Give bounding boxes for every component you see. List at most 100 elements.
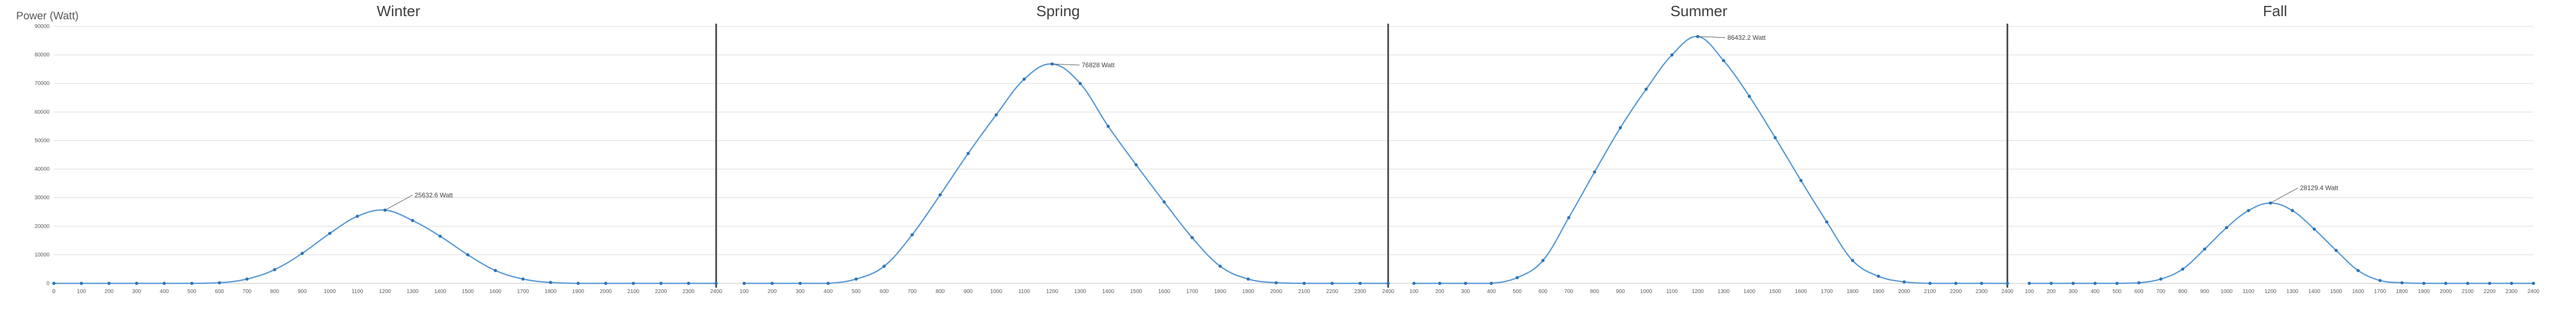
x-tick-label: 1500 xyxy=(462,289,474,295)
data-point xyxy=(1023,77,1026,81)
x-tick-label: 600 xyxy=(880,289,889,295)
data-point xyxy=(438,234,442,238)
data-point xyxy=(771,282,774,285)
x-tick-label: 1400 xyxy=(2308,289,2321,295)
data-point xyxy=(1079,82,1082,85)
data-point xyxy=(411,219,415,223)
x-tick-label: 1200 xyxy=(1046,289,1059,295)
x-tick-label: 1800 xyxy=(544,289,557,295)
data-point xyxy=(1438,282,1441,285)
x-tick-label: 2000 xyxy=(2440,289,2452,295)
data-point xyxy=(2225,226,2229,230)
data-point xyxy=(2049,282,2053,285)
x-tick-label: 1400 xyxy=(434,289,446,295)
data-point xyxy=(2291,209,2294,212)
data-point xyxy=(1275,281,1278,284)
data-point xyxy=(2466,282,2469,285)
series-line xyxy=(744,63,1388,284)
x-tick-label: 1200 xyxy=(1692,289,1704,295)
x-tick-label: 300 xyxy=(2069,289,2078,295)
annotation-leader xyxy=(384,195,413,211)
data-point xyxy=(2159,277,2162,281)
data-point xyxy=(521,277,525,281)
x-tick-label: 400 xyxy=(160,289,169,295)
series-line xyxy=(2029,202,2533,284)
x-tick-label: 900 xyxy=(298,289,307,295)
data-point xyxy=(995,113,998,117)
data-point xyxy=(1747,95,1751,98)
data-point xyxy=(107,282,111,285)
data-point xyxy=(1359,282,1362,285)
x-tick-label: 1000 xyxy=(990,289,1003,295)
data-point xyxy=(273,268,276,272)
data-point xyxy=(245,277,249,281)
data-point xyxy=(939,193,942,197)
x-tick-label: 400 xyxy=(1487,289,1496,295)
y-axis-title: Power (Watt) xyxy=(16,10,79,22)
x-tick-label: 2200 xyxy=(2483,289,2496,295)
x-tick-label: 1900 xyxy=(572,289,585,295)
x-tick-label: 800 xyxy=(2178,289,2187,295)
panel-title: Summer xyxy=(1670,3,1727,19)
x-tick-label: 1000 xyxy=(2221,289,2233,295)
y-tick-label: 20000 xyxy=(34,224,50,230)
x-tick-label: 2100 xyxy=(627,289,640,295)
y-tick-label: 70000 xyxy=(34,81,50,87)
y-tick-label: 50000 xyxy=(34,138,50,144)
data-point xyxy=(632,282,635,285)
x-tick-label: 500 xyxy=(852,289,861,295)
data-point xyxy=(604,282,607,285)
x-tick-label: 1800 xyxy=(2396,289,2409,295)
y-tick-label: 10000 xyxy=(34,252,50,258)
data-point xyxy=(1331,282,1334,285)
panel-title: Winter xyxy=(377,3,421,19)
y-tick-label: 60000 xyxy=(34,109,50,115)
x-tick-label: 1300 xyxy=(407,289,419,295)
x-tick-label: 1300 xyxy=(2286,289,2299,295)
x-tick-label: 1700 xyxy=(2374,289,2386,295)
x-tick-label: 200 xyxy=(1435,289,1444,295)
x-tick-label: 1700 xyxy=(1821,289,1833,295)
series-line xyxy=(1413,35,2007,284)
x-tick-label: 2100 xyxy=(1924,289,1936,295)
data-point xyxy=(1593,170,1597,174)
x-tick-label: 1800 xyxy=(1214,289,1227,295)
x-tick-label: 0 xyxy=(52,289,55,295)
data-point xyxy=(1773,136,1777,140)
y-tick-label: 80000 xyxy=(34,52,50,58)
data-point xyxy=(2334,248,2338,252)
data-point xyxy=(1247,277,1250,281)
data-point xyxy=(2181,267,2185,271)
data-point xyxy=(743,282,746,285)
x-tick-label: 2000 xyxy=(600,289,612,295)
data-point xyxy=(2400,281,2404,284)
data-point xyxy=(967,152,970,155)
data-point xyxy=(1489,282,1493,285)
x-tick-label: 1100 xyxy=(2243,289,2255,295)
x-tick-label: 1400 xyxy=(1102,289,1115,295)
data-point xyxy=(328,232,332,236)
x-tick-label: 700 xyxy=(1564,289,1573,295)
data-point xyxy=(300,252,304,255)
data-point xyxy=(715,282,718,285)
y-tick-label: 0 xyxy=(46,281,50,287)
data-point xyxy=(1464,282,1467,285)
x-tick-label: 1900 xyxy=(1872,289,1885,295)
x-tick-label: 2000 xyxy=(1898,289,1910,295)
x-tick-label: 1200 xyxy=(379,289,391,295)
x-tick-label: 500 xyxy=(2112,289,2122,295)
data-point xyxy=(1877,274,1880,278)
data-point xyxy=(2444,282,2448,285)
x-tick-label: 2400 xyxy=(710,289,723,295)
x-tick-label: 600 xyxy=(2134,289,2144,295)
data-point xyxy=(549,281,552,284)
x-tick-label: 200 xyxy=(768,289,777,295)
peak-annotation: 25632.6 Watt xyxy=(415,191,453,199)
x-tick-label: 1500 xyxy=(1130,289,1143,295)
x-tick-label: 1900 xyxy=(2418,289,2430,295)
data-point xyxy=(80,282,83,285)
x-tick-label: 700 xyxy=(2157,289,2166,295)
data-point xyxy=(1387,282,1390,285)
data-point xyxy=(2532,282,2535,285)
